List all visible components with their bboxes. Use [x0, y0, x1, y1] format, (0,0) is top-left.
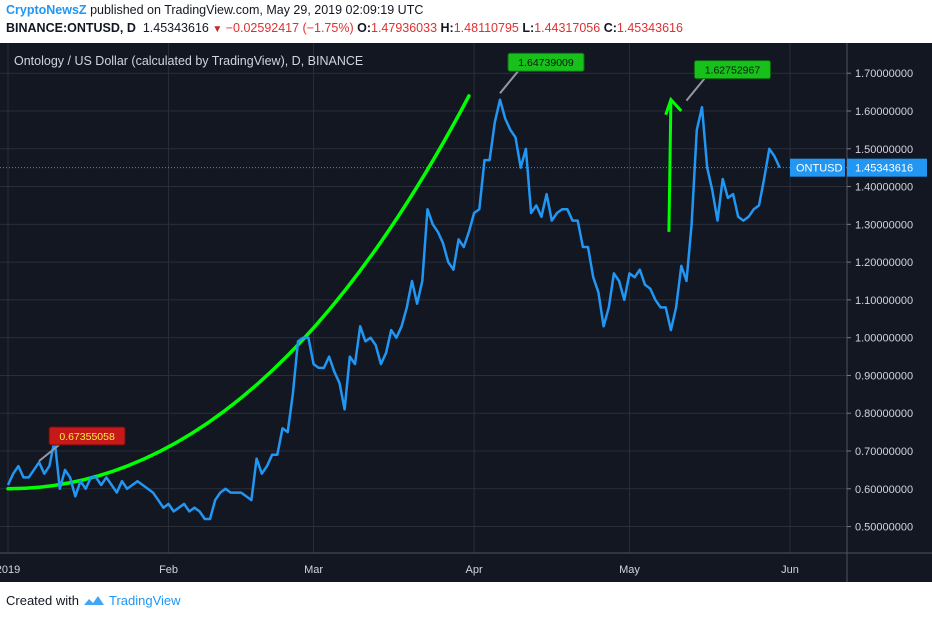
y-tick-label: 1.60000000	[855, 106, 913, 118]
x-tick-label: Feb	[159, 564, 178, 576]
y-tick-label: 1.10000000	[855, 295, 913, 307]
chart-area[interactable]: 1.70000000 1.60000000 1.50000000 1.40000000…	[0, 43, 932, 582]
y-tick-label: 0.70000000	[855, 446, 913, 458]
price-chart[interactable]: 1.70000000 1.60000000 1.50000000 1.40000000…	[0, 43, 932, 582]
publish-info: CryptoNewsZ published on TradingView.com…	[6, 3, 423, 17]
annotation-pointer	[685, 77, 706, 102]
author-link[interactable]: CryptoNewsZ	[6, 3, 87, 17]
growth-curve	[6, 94, 471, 491]
y-tick-label: 1.40000000	[855, 182, 913, 194]
last-price: 1.45343616	[142, 21, 209, 35]
symbol-label: BINANCE:ONTUSD, D	[6, 21, 136, 35]
x-tick-label: Jun	[781, 564, 799, 576]
chart-title: Ontology / US Dollar (calculated by Trad…	[14, 54, 363, 68]
low-value: 1.44317056	[534, 21, 601, 35]
footer: Created with TradingView	[6, 593, 181, 608]
y-tick-label: 0.90000000	[855, 370, 913, 382]
annotations: 1.64739009 1.62752967 0.67355058	[38, 52, 771, 462]
last-price-label-bg	[847, 158, 927, 177]
last-price-label: 1.45343616	[855, 163, 913, 175]
price-series-line	[6, 98, 781, 521]
series-label-bg	[790, 158, 845, 177]
y-tick-label: 1.30000000	[855, 219, 913, 231]
low-label-box	[48, 426, 126, 446]
low-label: L:	[522, 21, 535, 35]
high-label-box	[693, 60, 771, 80]
y-tick-label: 0.80000000	[855, 408, 913, 420]
tradingview-link[interactable]: TradingView	[108, 593, 181, 608]
down-arrow-icon: ▼	[212, 24, 223, 35]
y-axis: 1.70000000 1.60000000 1.50000000 1.40000000…	[846, 43, 913, 582]
x-tick-label: Apr	[466, 564, 483, 576]
series-label: ONTUSD	[796, 163, 843, 175]
chart-background	[0, 43, 932, 582]
tradingview-logo-icon	[83, 595, 104, 605]
x-tick-label: Mar	[304, 564, 323, 576]
last-price-badge: ONTUSD 1.45343616	[790, 158, 927, 177]
y-tick-label: 1.20000000	[855, 257, 913, 269]
open-value: 1.47936033	[371, 21, 438, 35]
close-value: 1.45343616	[616, 21, 683, 35]
x-axis: 2019 Feb Mar Apr May Jun	[0, 552, 932, 576]
x-tick-label: May	[619, 564, 640, 576]
y-tick-label: 1.50000000	[855, 144, 913, 156]
high-label-text: 1.62752967	[705, 65, 761, 77]
created-with-text: Created with	[6, 593, 79, 608]
y-tick-label: 0.60000000	[855, 484, 913, 496]
x-tick-label: 2019	[0, 564, 20, 576]
ohlc-line: BINANCE:ONTUSD, D 1.45343616 ▼ −0.025924…	[6, 21, 683, 35]
high-label-text: 1.64739009	[518, 57, 574, 69]
close-label: C:	[603, 21, 617, 35]
y-tick-label: 1.00000000	[855, 333, 913, 345]
annotation-pointer	[38, 444, 60, 462]
price-change: −0.02592417 (−1.75%)	[225, 21, 354, 35]
high-value: 1.48110795	[453, 21, 519, 35]
high-label: H:	[440, 21, 454, 35]
open-label: O:	[357, 21, 371, 35]
low-label-text: 0.67355058	[59, 431, 115, 443]
high-label-box	[507, 52, 585, 72]
y-tick-label: 0.50000000	[855, 522, 913, 534]
annotation-pointer	[499, 70, 519, 94]
breakout-arrow-shaft	[667, 99, 673, 232]
y-tick-label: 1.70000000	[855, 68, 913, 80]
publish-text: published on TradingView.com, May 29, 20…	[90, 3, 424, 17]
trend-lines	[6, 94, 683, 491]
